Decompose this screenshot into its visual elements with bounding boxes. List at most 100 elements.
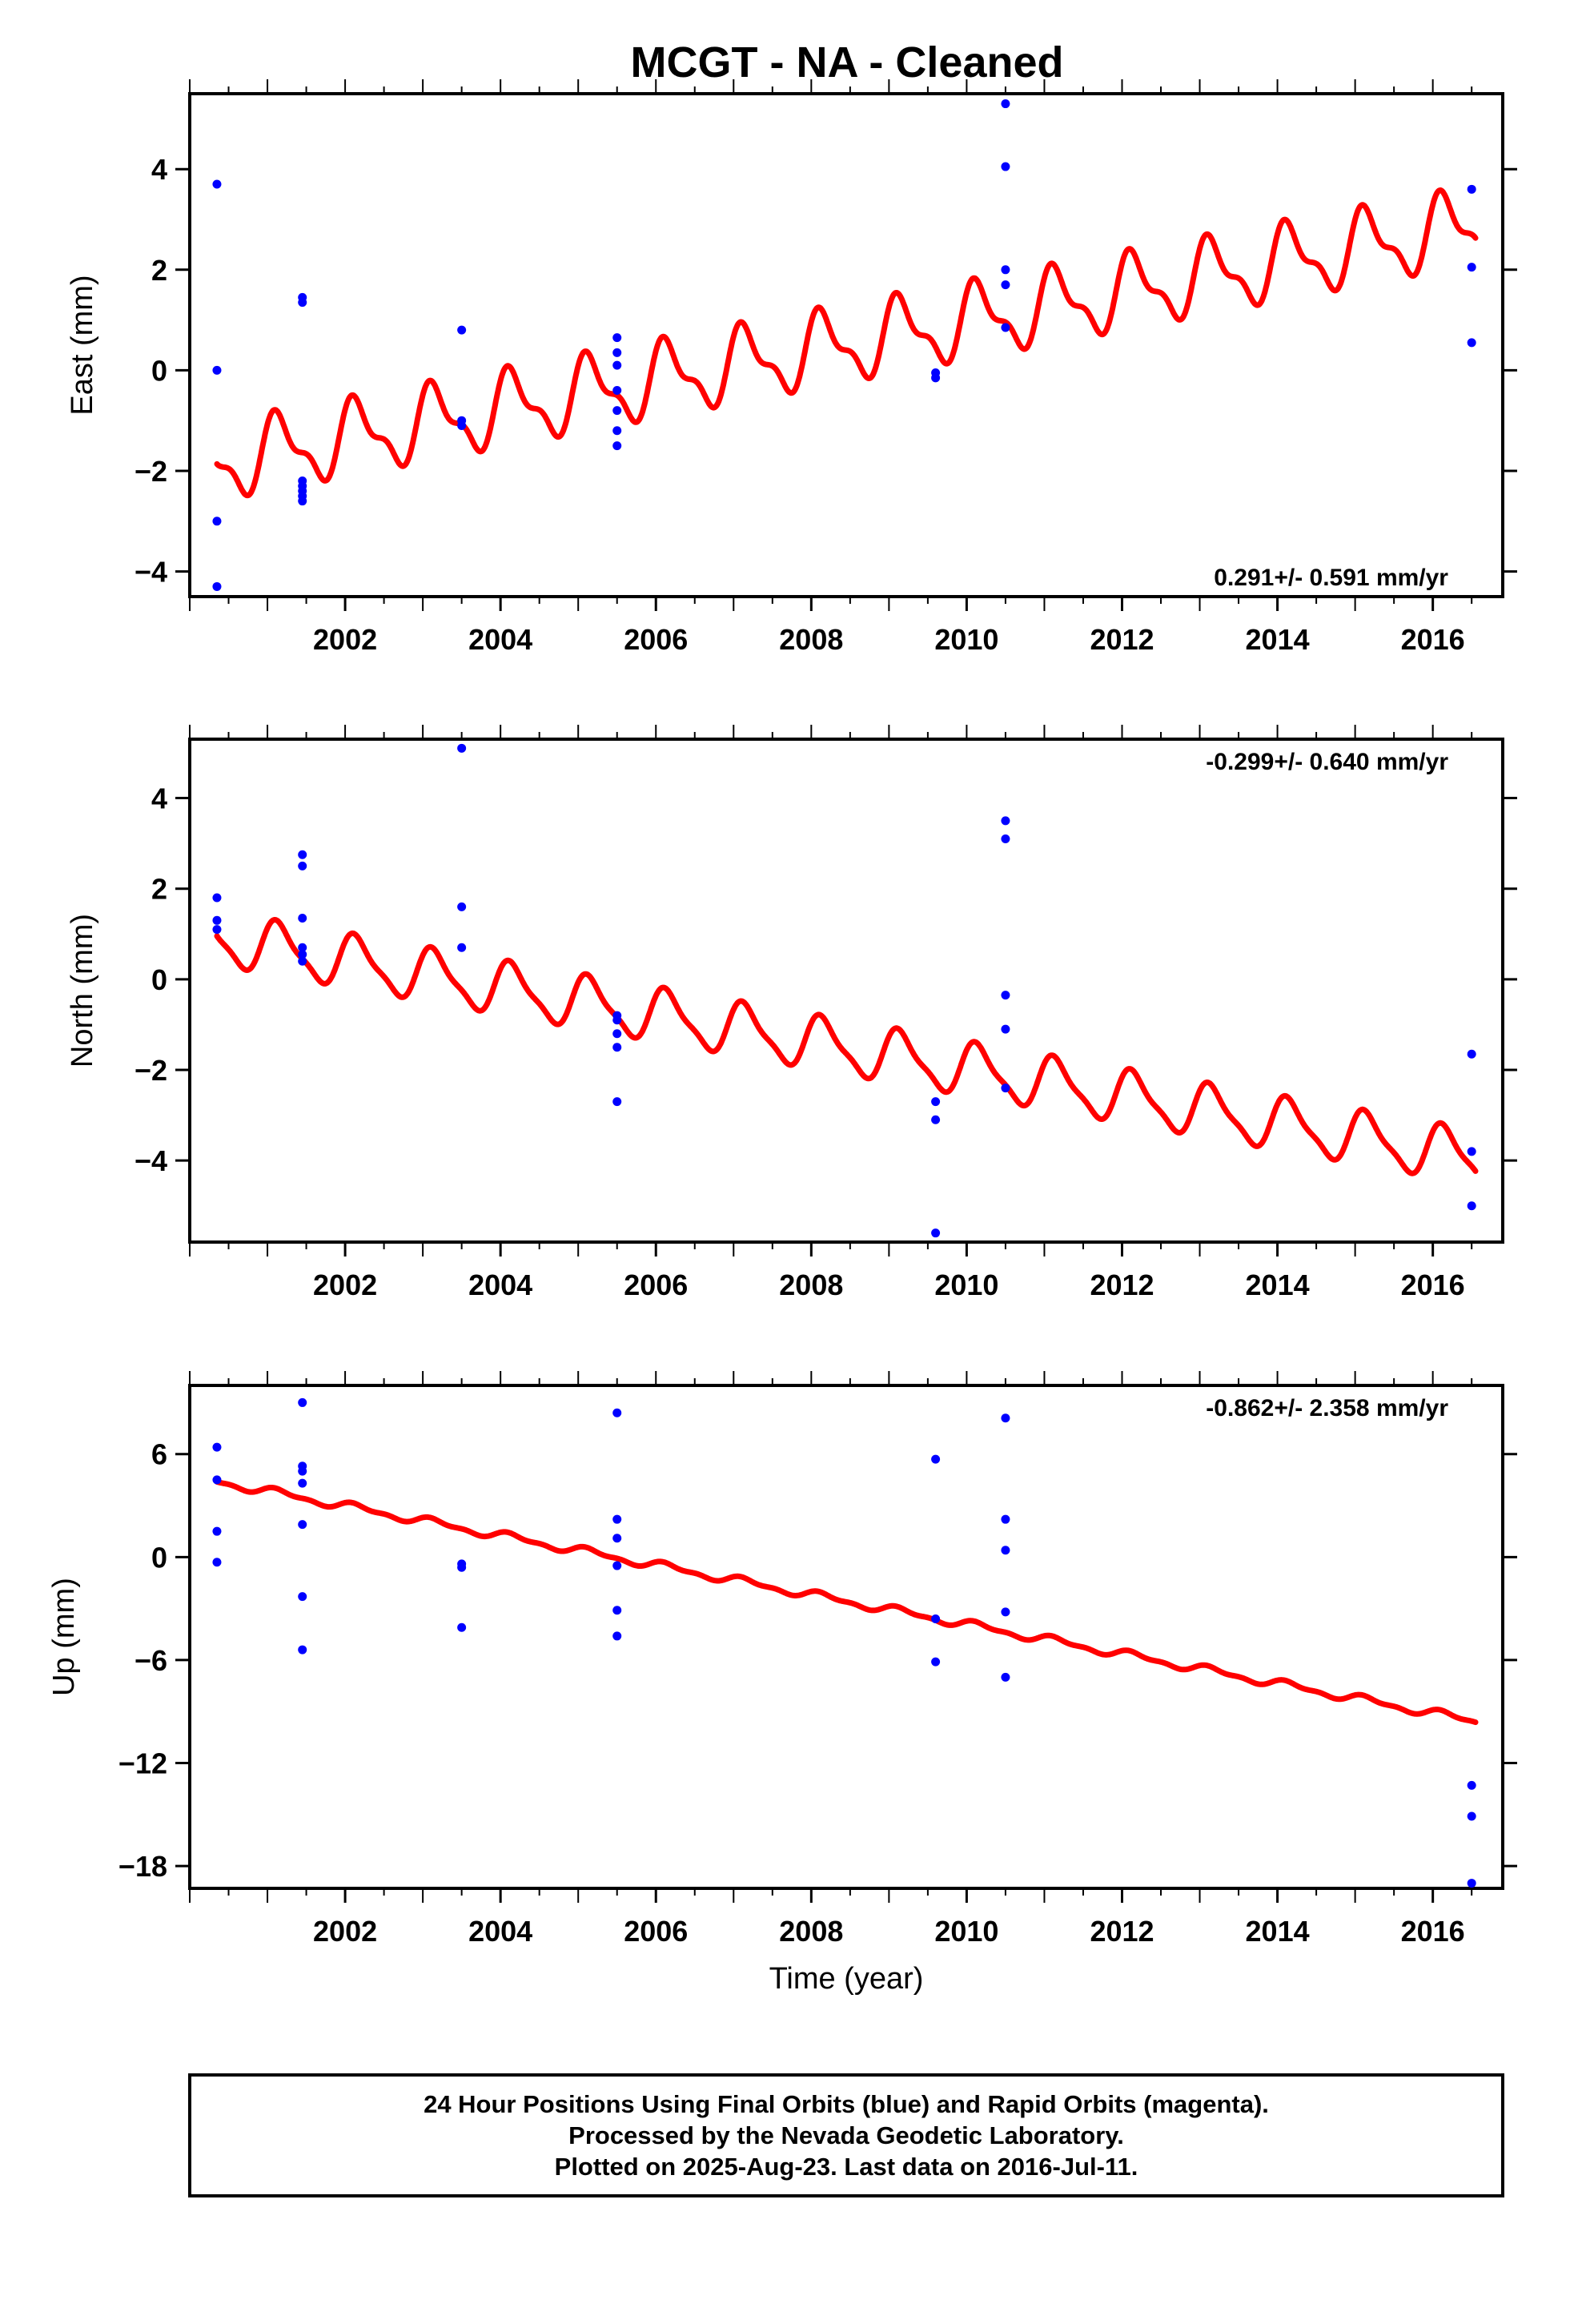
x-tick-label: 2014 bbox=[1246, 1269, 1310, 1301]
x-tick-label: 2004 bbox=[468, 1915, 532, 1948]
data-point bbox=[1001, 265, 1010, 275]
y-tick-label: 0 bbox=[151, 963, 167, 996]
data-point bbox=[931, 1454, 941, 1464]
data-point bbox=[298, 1592, 307, 1602]
up-y-axis-label: Up (mm) bbox=[47, 1578, 81, 1696]
data-point bbox=[298, 298, 307, 308]
y-tick-label: −4 bbox=[135, 1144, 167, 1177]
y-tick-label: 0 bbox=[151, 354, 167, 387]
data-point bbox=[612, 1514, 622, 1524]
north-panel: 2002 2004 2006 2008 2010 2012 2014 2016 −4 −2 0 2 4 N… bbox=[66, 725, 1517, 1301]
x-tick-label: 2008 bbox=[779, 623, 843, 656]
x-tick-label: 2006 bbox=[624, 623, 688, 656]
data-point bbox=[212, 581, 222, 591]
chart-title: MCGT - NA - Cleaned bbox=[630, 38, 1063, 86]
data-point bbox=[212, 1526, 222, 1536]
x-tick-label: 2006 bbox=[624, 1269, 688, 1301]
data-point bbox=[212, 915, 222, 925]
data-point bbox=[1001, 280, 1010, 290]
data-point bbox=[1001, 1546, 1010, 1555]
data-point bbox=[612, 426, 622, 436]
data-point bbox=[457, 1622, 467, 1632]
data-point bbox=[612, 1534, 622, 1543]
x-tick-label: 2006 bbox=[624, 1915, 688, 1948]
data-point bbox=[457, 743, 467, 753]
data-point bbox=[212, 1558, 222, 1567]
x-tick-label: 2016 bbox=[1401, 1269, 1465, 1301]
x-tick-label: 2002 bbox=[313, 1915, 377, 1948]
data-point bbox=[298, 913, 307, 923]
up-rate-label: -0.862+/- 2.358 mm/yr bbox=[1206, 1395, 1448, 1421]
data-point bbox=[612, 1606, 622, 1615]
data-point bbox=[931, 373, 941, 383]
x-tick-label: 2012 bbox=[1090, 623, 1154, 656]
data-point bbox=[612, 1561, 622, 1570]
y-tick-label: 0 bbox=[151, 1541, 167, 1574]
east-rate-label: 0.291+/- 0.591 mm/yr bbox=[1214, 565, 1448, 591]
north-model-line bbox=[214, 917, 1479, 1176]
data-point bbox=[612, 1097, 622, 1107]
data-point bbox=[1001, 99, 1010, 109]
data-point bbox=[298, 1397, 307, 1407]
x-tick-label: 2014 bbox=[1246, 1915, 1310, 1948]
data-point bbox=[612, 333, 622, 343]
north-y-axis-label: North (mm) bbox=[66, 914, 99, 1068]
data-point bbox=[1001, 1084, 1010, 1093]
data-point bbox=[457, 943, 467, 952]
y-tick-label: 2 bbox=[151, 254, 167, 287]
up-model-line bbox=[214, 1478, 1479, 1726]
data-point bbox=[457, 1562, 467, 1572]
east-panel: 2002 2004 2006 2008 2010 2012 2014 2016 −4 −2 0 2 4 E… bbox=[66, 79, 1517, 656]
east-frame bbox=[188, 92, 1504, 598]
data-point bbox=[1467, 1879, 1476, 1888]
data-point bbox=[1467, 1049, 1476, 1059]
data-point bbox=[1467, 338, 1476, 348]
data-point bbox=[1467, 1201, 1476, 1211]
x-tick-label: 2002 bbox=[313, 623, 377, 656]
footer-frame bbox=[188, 2073, 1504, 2197]
x-tick-label: 2016 bbox=[1401, 623, 1465, 656]
data-point bbox=[298, 861, 307, 870]
data-point bbox=[1467, 1811, 1476, 1821]
data-point bbox=[612, 1631, 622, 1641]
y-tick-label: −18 bbox=[118, 1850, 167, 1883]
data-point bbox=[212, 517, 222, 526]
data-point bbox=[931, 1614, 941, 1623]
y-tick-label: −4 bbox=[135, 556, 167, 589]
y-tick-label: −2 bbox=[135, 455, 167, 488]
x-tick-label: 2010 bbox=[934, 1269, 998, 1301]
y-tick-label: −6 bbox=[135, 1644, 167, 1677]
data-point bbox=[612, 406, 622, 416]
y-tick-label: −2 bbox=[135, 1054, 167, 1087]
data-point bbox=[298, 1478, 307, 1488]
footer-line-1: 24 Hour Positions Using Final Orbits (bl… bbox=[424, 2090, 1269, 2118]
data-point bbox=[1467, 263, 1476, 272]
data-point bbox=[612, 1029, 622, 1039]
data-point bbox=[298, 850, 307, 859]
data-point bbox=[1001, 1672, 1010, 1682]
north-frame bbox=[188, 738, 1504, 1244]
data-point bbox=[931, 1115, 941, 1124]
x-tick-label: 2004 bbox=[468, 623, 532, 656]
x-tick-label: 2012 bbox=[1090, 1269, 1154, 1301]
data-point bbox=[612, 1015, 622, 1025]
x-tick-label: 2004 bbox=[468, 1269, 532, 1301]
x-axis-label: Time (year) bbox=[769, 1962, 924, 1996]
x-tick-label: 2002 bbox=[313, 1269, 377, 1301]
data-point bbox=[457, 902, 467, 911]
up-panel: 2002 2004 2006 2008 2010 2012 2014 2016 −18 −12 −6… bbox=[47, 1371, 1517, 1996]
data-point bbox=[931, 1228, 941, 1238]
footer-line-3: Plotted on 2025-Aug-23. Last data on 201… bbox=[555, 2153, 1138, 2181]
x-tick-label: 2008 bbox=[779, 1915, 843, 1948]
data-point bbox=[1001, 1607, 1010, 1617]
x-tick-label: 2012 bbox=[1090, 1915, 1154, 1948]
data-point bbox=[612, 1408, 622, 1417]
data-point bbox=[612, 386, 622, 396]
data-point bbox=[1467, 1780, 1476, 1790]
y-tick-label: −12 bbox=[118, 1747, 167, 1780]
data-point bbox=[457, 325, 467, 335]
data-point bbox=[212, 893, 222, 903]
east-y-axis-label: East (mm) bbox=[66, 275, 99, 415]
footer-line-2: Processed by the Nevada Geodetic Laborat… bbox=[568, 2121, 1124, 2149]
